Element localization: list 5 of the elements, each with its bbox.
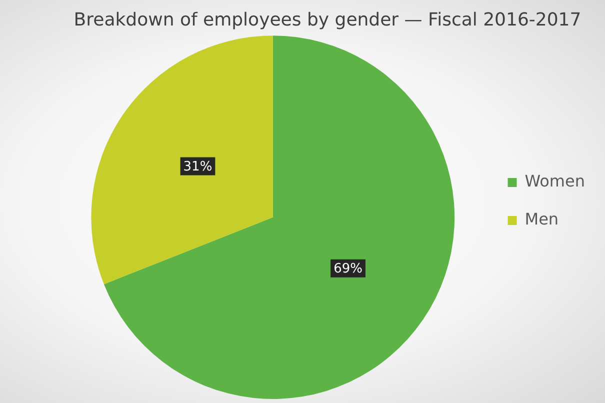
data-label: 31% (183, 160, 212, 175)
data-label: 69% (334, 262, 362, 277)
legend-label: Men (524, 210, 559, 229)
chart-title: Breakdown of employees by gender — Fiscal 2016-2017 (74, 9, 582, 30)
legend-label: Women (524, 172, 586, 191)
